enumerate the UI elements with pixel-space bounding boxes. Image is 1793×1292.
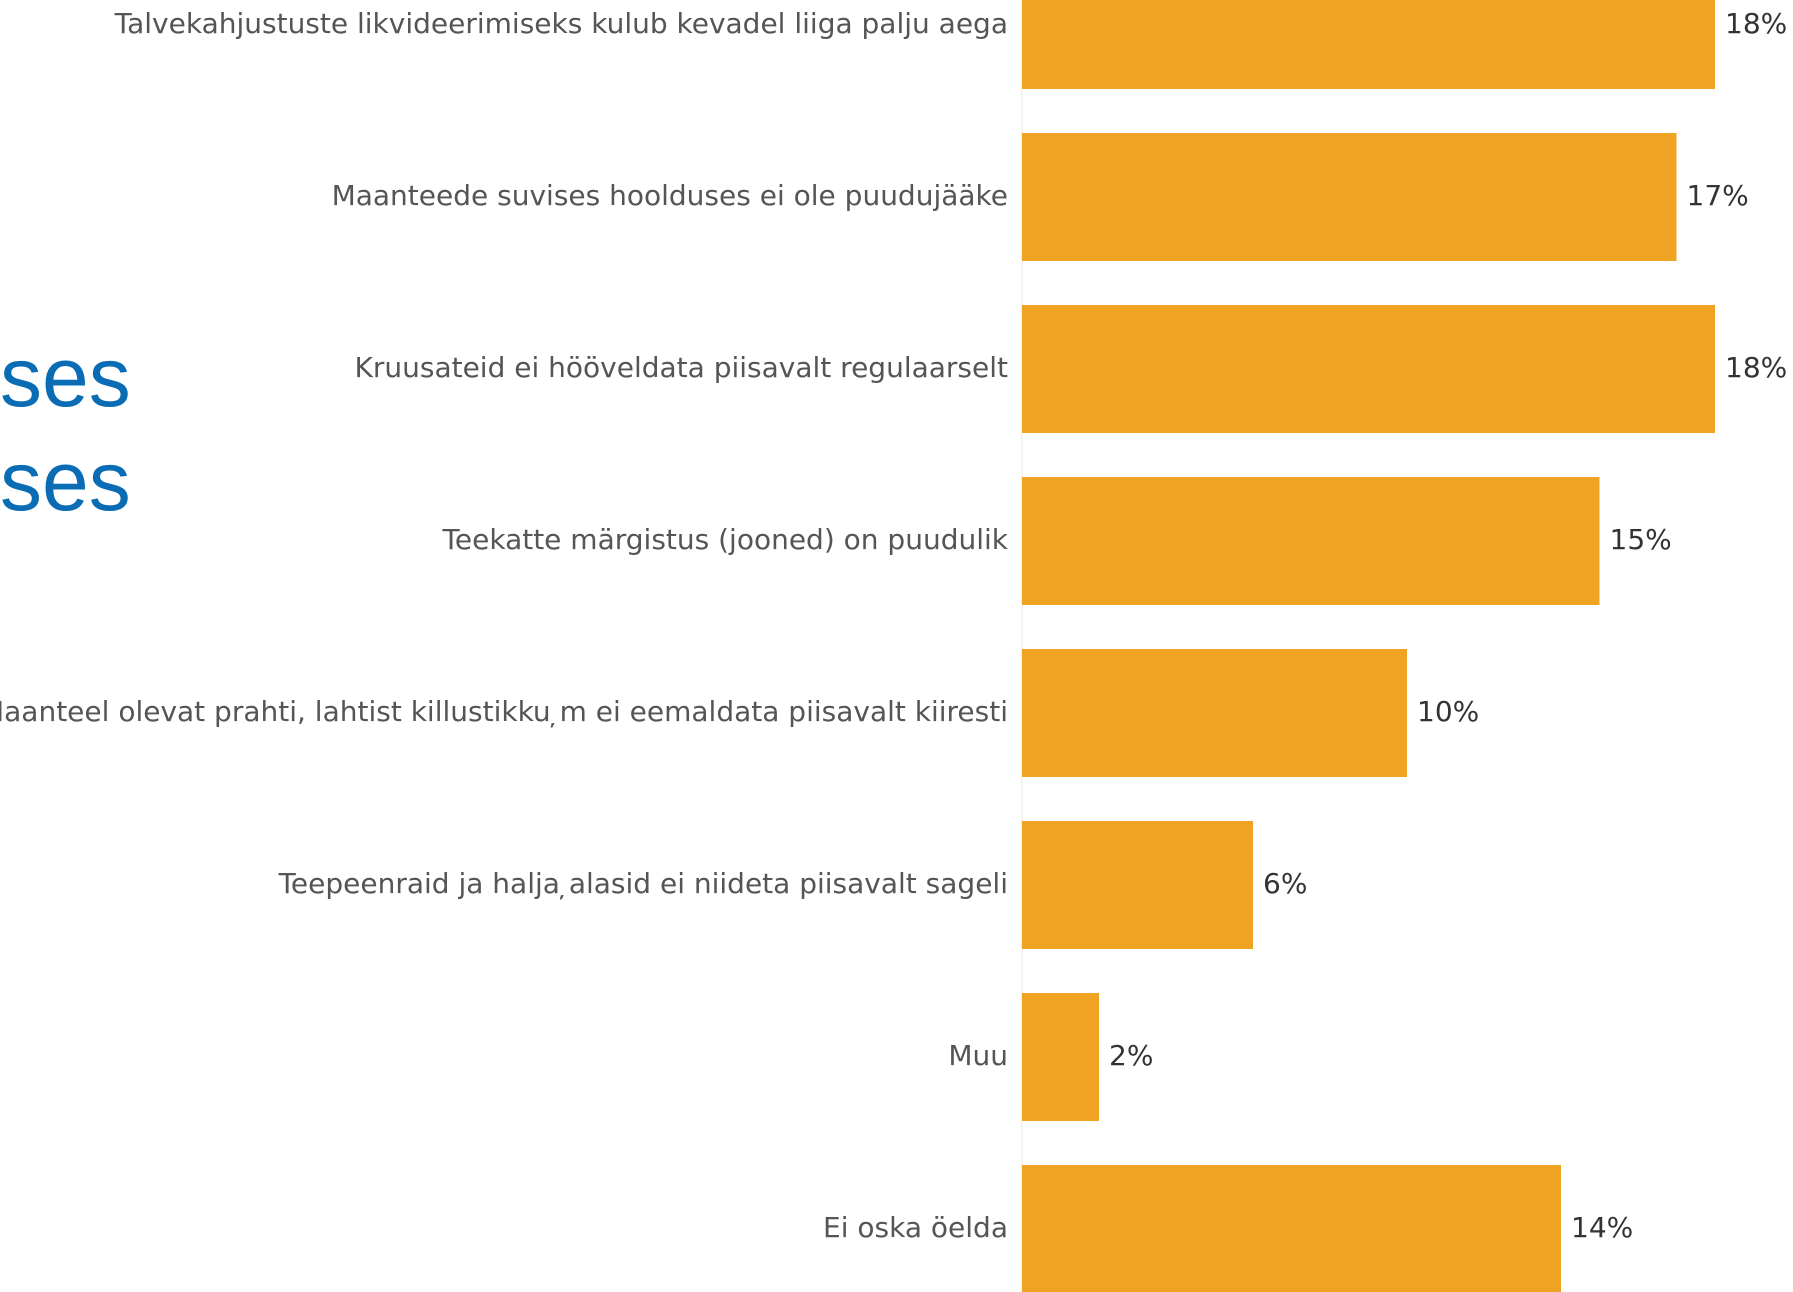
- category-label: Teekatte märgistus (jooned) on puudulik: [442, 523, 1009, 556]
- bar: [1022, 305, 1715, 433]
- value-label: 18%: [1725, 7, 1787, 40]
- bar: [1022, 649, 1407, 777]
- bar-row: Maanteel olevat prahti, lahtist killusti…: [0, 649, 1479, 777]
- category-label: Teepeenraid ja halja ̦alasid ei niideta …: [278, 867, 1008, 900]
- slide-text-line-1: ses: [0, 330, 131, 424]
- value-label: 18%: [1725, 351, 1787, 384]
- category-label: Talvekahjustuste likvideerimiseks kulub …: [114, 7, 1008, 40]
- category-label: Kruusateid ei hööveldata piisavalt regul…: [354, 351, 1008, 384]
- slide-text-fragment: ses ses: [0, 325, 131, 533]
- slide-text-line-2: ses: [0, 434, 131, 528]
- bar: [1022, 477, 1600, 605]
- bar: [1022, 1165, 1561, 1292]
- category-label: Maanteel olevat prahti, lahtist killusti…: [0, 695, 1008, 728]
- value-label: 14%: [1571, 1211, 1633, 1244]
- category-label: Maanteede suvises hoolduses ei ole puudu…: [332, 179, 1008, 212]
- category-label: Ei oska öelda: [823, 1211, 1008, 1244]
- value-label: 2%: [1109, 1039, 1153, 1072]
- bar: [1022, 133, 1677, 261]
- bar-row: Maanteede suvises hoolduses ei ole puudu…: [332, 133, 1749, 261]
- bar: [1022, 0, 1715, 89]
- value-label: 17%: [1687, 179, 1749, 212]
- bar-row: Muu 2%: [948, 993, 1153, 1121]
- value-label: 10%: [1417, 695, 1479, 728]
- bar-row: Teepeenraid ja halja ̦alasid ei niideta …: [278, 821, 1307, 949]
- value-label: 6%: [1263, 867, 1307, 900]
- value-label: 15%: [1610, 523, 1672, 556]
- bar-row: Ei oska öelda 14%: [823, 1165, 1633, 1292]
- bar: [1022, 821, 1253, 949]
- bar: [1022, 993, 1099, 1121]
- category-label: Muu: [948, 1039, 1008, 1072]
- bar-row: Kruusateid ei hööveldata piisavalt regul…: [354, 305, 1787, 433]
- bar-row: Talvekahjustuste likvideerimiseks kulub …: [114, 0, 1787, 89]
- bar-row: Teekatte märgistus (jooned) on puudulik 1…: [442, 477, 1672, 605]
